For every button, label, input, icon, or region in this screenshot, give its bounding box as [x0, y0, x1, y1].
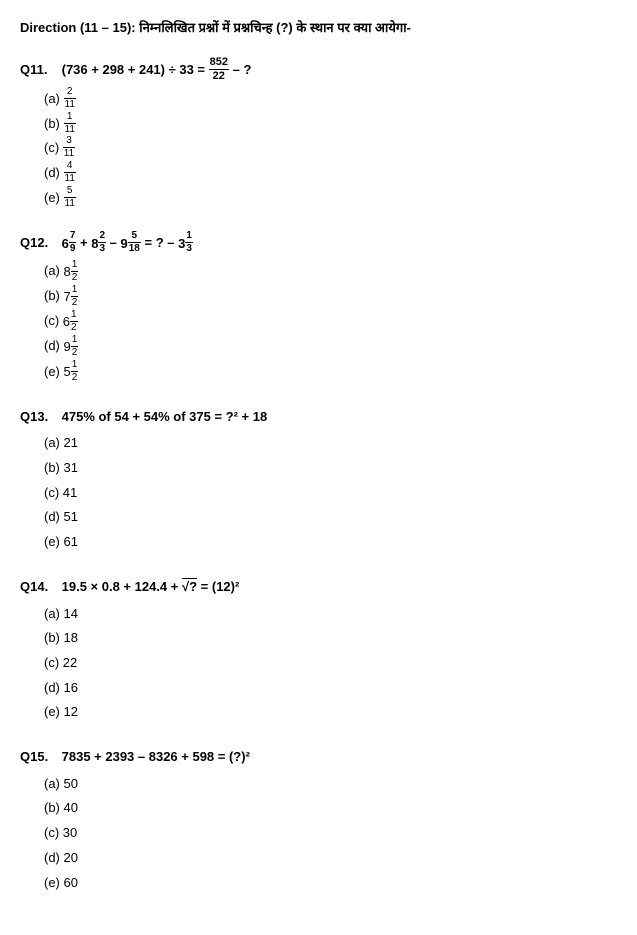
q15-opt-b: (b) 40 — [44, 796, 617, 821]
q11-options: (a) 211 (b) 111 (c) 311 (d) 411 (e) 511 — [20, 87, 617, 210]
q14-line: Q14. 19.5 × 0.8 + 124.4 + √? = (12)² — [20, 577, 617, 598]
question-13: Q13. 475% of 54 + 54% of 375 = ?² + 18 (… — [20, 407, 617, 555]
q14-sqrt: √? — [182, 578, 197, 594]
q13-opt-b: (b) 31 — [44, 456, 617, 481]
q13-opt-a: (a) 21 — [44, 431, 617, 456]
q14-num: Q14. — [20, 577, 58, 598]
q11-opt-c: (c) 311 — [44, 136, 617, 161]
q12-opt-c: (c) 612 — [44, 309, 617, 334]
q11-opt-e: (e) 511 — [44, 186, 617, 211]
q13-line: Q13. 475% of 54 + 54% of 375 = ?² + 18 — [20, 407, 617, 428]
q11-frac: 85222 — [209, 57, 229, 82]
q12-num: Q12. — [20, 233, 58, 254]
q15-text: 7835 + 2393 – 8326 + 598 = (?)² — [62, 749, 250, 764]
q12-m3: 9518 — [121, 232, 141, 255]
q12-m4: 313 — [178, 232, 193, 255]
q13-opt-c: (c) 41 — [44, 481, 617, 506]
q12-m2: 823 — [91, 232, 106, 255]
q12-line: Q12. 679 + 823 – 9518 = ? – 313 — [20, 232, 617, 255]
q14-options: (a) 14 (b) 18 (c) 22 (d) 16 (e) 12 — [20, 602, 617, 725]
q15-opt-c: (c) 30 — [44, 821, 617, 846]
q11-num: Q11. — [20, 60, 58, 81]
q15-line: Q15. 7835 + 2393 – 8326 + 598 = (?)² — [20, 747, 617, 768]
q13-num: Q13. — [20, 407, 58, 428]
question-12: Q12. 679 + 823 – 9518 = ? – 313 (a) 812 … — [20, 232, 617, 384]
q15-opt-a: (a) 50 — [44, 772, 617, 797]
q11-opt-a: (a) 211 — [44, 87, 617, 112]
q14-opt-e: (e) 12 — [44, 700, 617, 725]
q14-opt-d: (d) 16 — [44, 676, 617, 701]
q11-line: Q11. (736 + 298 + 241) ÷ 33 = 85222 – ? — [20, 58, 617, 83]
question-14: Q14. 19.5 × 0.8 + 124.4 + √? = (12)² (a)… — [20, 577, 617, 725]
q15-opt-e: (e) 60 — [44, 871, 617, 896]
direction-heading: Direction (11 – 15): निम्नलिखित प्रश्नों… — [20, 18, 617, 36]
q12-m1: 679 — [62, 232, 77, 255]
q14-post: = (12)² — [197, 579, 239, 594]
q15-num: Q15. — [20, 747, 58, 768]
q11-pre: (736 + 298 + 241) ÷ 33 = — [62, 62, 209, 77]
q12-opt-b: (b) 712 — [44, 284, 617, 309]
q11-post: – ? — [229, 62, 251, 77]
q12-opt-d: (d) 912 — [44, 334, 617, 359]
q14-opt-c: (c) 22 — [44, 651, 617, 676]
q14-opt-b: (b) 18 — [44, 626, 617, 651]
q13-text: 475% of 54 + 54% of 375 = ?² + 18 — [62, 409, 268, 424]
q15-opt-d: (d) 20 — [44, 846, 617, 871]
q15-options: (a) 50 (b) 40 (c) 30 (d) 20 (e) 60 — [20, 772, 617, 895]
question-15: Q15. 7835 + 2393 – 8326 + 598 = (?)² (a)… — [20, 747, 617, 895]
q13-opt-d: (d) 51 — [44, 505, 617, 530]
q13-opt-e: (e) 61 — [44, 530, 617, 555]
q12-opt-e: (e) 512 — [44, 360, 617, 385]
q14-opt-a: (a) 14 — [44, 602, 617, 627]
q12-opt-a: (a) 812 — [44, 259, 617, 284]
q12-options: (a) 812 (b) 712 (c) 612 (d) 912 (e) 512 — [20, 259, 617, 384]
q11-opt-d: (d) 411 — [44, 161, 617, 186]
q11-opt-b: (b) 111 — [44, 112, 617, 137]
question-11: Q11. (736 + 298 + 241) ÷ 33 = 85222 – ? … — [20, 58, 617, 210]
q13-options: (a) 21 (b) 31 (c) 41 (d) 51 (e) 61 — [20, 431, 617, 554]
q14-pre: 19.5 × 0.8 + 124.4 + — [62, 579, 182, 594]
